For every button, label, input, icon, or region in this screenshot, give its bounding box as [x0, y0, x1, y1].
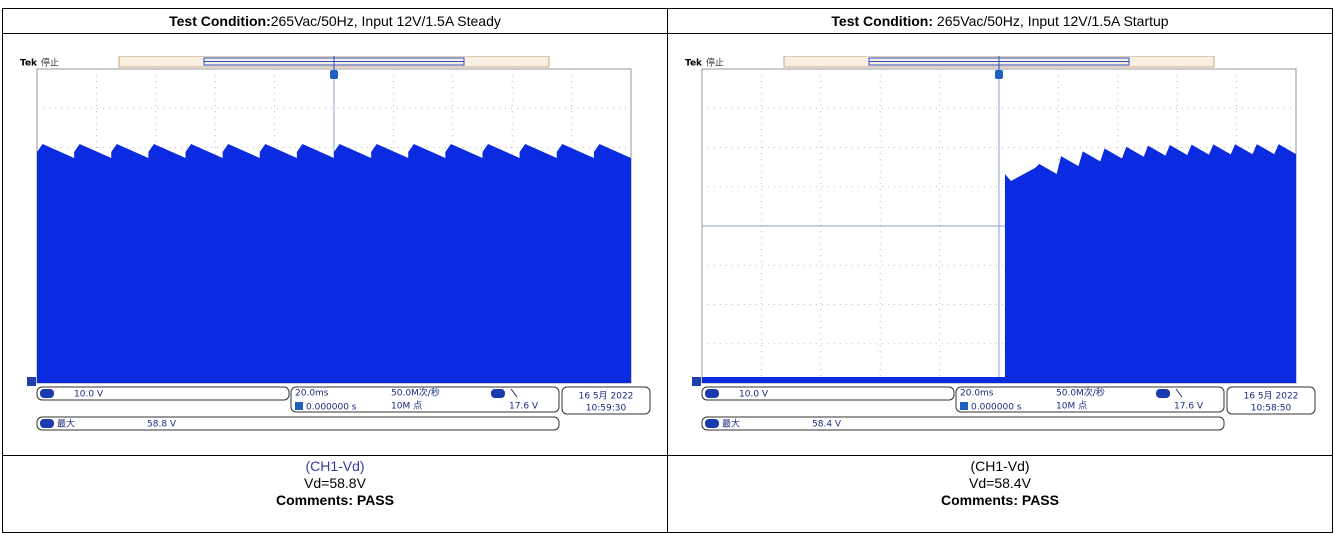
trigger-marker: [330, 70, 338, 79]
trigger-chip: [960, 402, 968, 410]
caption-cell: (CH1-Vd) Vd=58.4V Comments: PASS: [667, 455, 1333, 533]
channel-chip: [705, 419, 719, 428]
rate: 50.0M次/秒: [391, 387, 440, 399]
channel-chip: [40, 389, 54, 398]
clock: 10:58:50: [1251, 404, 1292, 414]
trigger-level: 17.6 V: [1174, 402, 1204, 412]
measure-value: 58.8 V: [147, 420, 177, 430]
scope-cell: Tek 停止 10.0 V 20.0ms 0.000000 s 50.0M次/秒 10M 点…: [2, 33, 668, 456]
measure-box: [36, 416, 560, 431]
date-box: [561, 386, 651, 415]
header-cell: Test Condition: 265Vac/50Hz, Input 12V/1…: [667, 8, 1333, 34]
brand: Tek: [685, 59, 703, 69]
timebase: 20.0ms: [295, 389, 329, 399]
trigger-marker: [995, 70, 1003, 79]
scope-cell: Tek 停止 10.0 V 20.0ms 0.000000 s 50.0M次/秒 10M 点…: [667, 33, 1333, 456]
channel-chip: [40, 419, 54, 428]
scope-screen: Tek 停止 10.0 V 20.0ms 0.000000 s 50.0M次/秒 10M 点…: [20, 56, 651, 431]
trigger-level: 17.6 V: [509, 402, 539, 412]
offset: 0.000000 s: [306, 403, 357, 413]
scope-screen: Tek 停止 10.0 V 20.0ms 0.000000 s 50.0M次/秒 10M 点…: [685, 56, 1316, 431]
channel-box: [701, 386, 955, 401]
ground-marker: [27, 377, 36, 386]
report-table: Test Condition:265Vac/50Hz, Input 12V/1.…: [2, 8, 1333, 533]
date: 16 5月 2022: [579, 391, 634, 402]
volts: 10.0 V: [739, 390, 769, 400]
state: 停止: [41, 57, 59, 69]
caption-value: Vd=58.8V: [304, 475, 366, 491]
measure-label: 最大: [722, 418, 740, 430]
caption-value: Vd=58.4V: [969, 475, 1031, 491]
measure-label: 最大: [57, 418, 75, 430]
state: 停止: [706, 57, 724, 69]
header-label: Test Condition:: [169, 13, 271, 29]
measure-box: [701, 416, 1225, 431]
caption-comments: Comments: PASS: [941, 492, 1059, 508]
channel-chip: [1156, 389, 1170, 398]
caption-channel: (CH1-Vd): [305, 458, 365, 474]
trigger-slope: [1175, 388, 1183, 398]
clock: 10:59:30: [586, 404, 627, 414]
trigger-slope: [510, 388, 518, 398]
caption-comments: Comments: PASS: [276, 492, 394, 508]
volts: 10.0 V: [74, 390, 104, 400]
ground-marker: [692, 377, 701, 386]
points: 10M 点: [391, 401, 422, 412]
channel-box: [36, 386, 290, 401]
channel-chip: [705, 389, 719, 398]
timebase: 20.0ms: [960, 389, 994, 399]
header-text: 265Vac/50Hz, Input 12V/1.5A Steady: [270, 13, 501, 29]
trigger-chip: [295, 402, 303, 410]
date: 16 5月 2022: [1244, 391, 1299, 402]
points: 10M 点: [1056, 401, 1087, 412]
header-text: 265Vac/50Hz, Input 12V/1.5A Startup: [933, 13, 1169, 29]
channel-chip: [491, 389, 505, 398]
waveform: [37, 144, 631, 383]
offset: 0.000000 s: [971, 403, 1022, 413]
header-cell: Test Condition:265Vac/50Hz, Input 12V/1.…: [2, 8, 668, 34]
rate: 50.0M次/秒: [1056, 387, 1105, 399]
date-box: [1226, 386, 1316, 415]
header-label: Test Condition:: [831, 13, 934, 29]
caption-cell: (CH1-Vd) Vd=58.8V Comments: PASS: [2, 455, 668, 533]
brand: Tek: [20, 59, 38, 69]
waveform: [702, 144, 1296, 383]
measure-value: 58.4 V: [812, 420, 842, 430]
caption-channel: (CH1-Vd): [970, 458, 1030, 474]
